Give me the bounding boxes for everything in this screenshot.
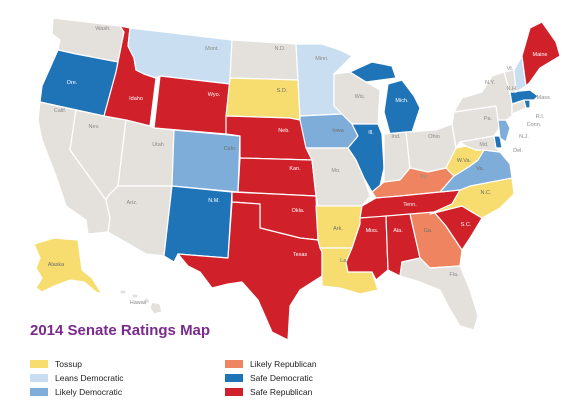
label-new-hampshire: N.H. <box>507 86 518 92</box>
state-new-mexico <box>163 185 233 263</box>
legend-label: Likely Republican <box>250 359 317 369</box>
state-kansas <box>237 157 317 197</box>
label-illinois: Ill. <box>368 130 374 136</box>
legend-swatch <box>225 388 243 396</box>
label-maine: Maine <box>533 52 548 58</box>
label-arizona: Ariz. <box>127 200 138 206</box>
map-title: 2014 Senate Ratings Map <box>30 322 211 339</box>
label-new-jersey: N.J. <box>519 134 529 140</box>
label-utah: Utah <box>152 142 164 148</box>
label-south-dakota: S.D. <box>277 88 288 94</box>
label-georgia: Ga. <box>424 228 433 234</box>
state-maine <box>521 21 561 87</box>
label-washington: Wash. <box>95 26 111 32</box>
label-alaska: Alaska <box>48 262 65 268</box>
state-colorado <box>171 129 241 193</box>
legend-swatch <box>30 374 48 382</box>
states-layer <box>33 17 561 341</box>
legend-swatch <box>30 360 48 368</box>
label-oklahoma: Okla. <box>292 208 305 214</box>
label-wisconsin: Wis. <box>355 94 366 100</box>
label-virginia: Va. <box>476 166 484 172</box>
label-maryland: Md. <box>479 142 489 148</box>
state-hawaii <box>119 289 163 315</box>
legend-label: Leans Democratic <box>55 373 124 383</box>
state-labels: Wash. Ore. Calif. Nev. Idaho Mont. Wyo. … <box>48 26 552 306</box>
legend-label: Safe Republican <box>250 387 313 397</box>
label-texas: Texas <box>293 252 308 258</box>
label-minnesota: Minn. <box>315 56 329 62</box>
label-connecticut: Conn. <box>527 122 542 128</box>
state-alaska <box>33 237 103 295</box>
label-alabama: Ala. <box>393 228 403 234</box>
label-nevada: Nev. <box>89 124 100 130</box>
label-rhode-island: R.I. <box>536 114 545 120</box>
label-wyoming: Wyo. <box>208 92 221 98</box>
state-massachusetts <box>509 89 539 105</box>
label-colorado: Colo. <box>224 146 237 152</box>
state-delaware <box>493 135 503 149</box>
label-louisiana: La. <box>340 258 348 264</box>
label-montana: Mont. <box>205 46 219 52</box>
label-california: Calif. <box>54 108 67 114</box>
legend-swatch <box>30 388 48 396</box>
legend-item-likely-rep: Likely Republican <box>225 358 317 370</box>
label-oregon: Ore. <box>67 80 78 86</box>
legend-item-safe-dem: Safe Democratic <box>225 372 313 384</box>
state-wyoming <box>153 75 231 135</box>
label-missouri: Mo. <box>331 168 341 174</box>
state-north-carolina <box>429 177 515 219</box>
label-hawaii: Hawaii <box>130 300 147 306</box>
label-iowa: Iowa <box>332 128 345 134</box>
state-texas <box>177 201 323 341</box>
label-kentucky: Ky. <box>420 174 428 180</box>
label-florida: Fla. <box>449 272 459 278</box>
label-tennessee: Tenn. <box>403 202 417 208</box>
label-west-virginia: W.Va. <box>457 158 472 164</box>
state-north-dakota <box>229 39 299 81</box>
legend-item-likely-dem: Likely Democratic <box>30 386 122 398</box>
legend-item-safe-rep: Safe Republican <box>225 386 312 398</box>
label-michigan: Mich. <box>395 98 409 104</box>
legend: Tossup Leans Democratic Likely Democrati… <box>30 358 350 406</box>
state-arizona <box>105 185 173 257</box>
label-idaho: Idaho <box>129 96 143 102</box>
label-ohio: Ohio <box>428 134 440 140</box>
label-mississippi: Miss. <box>366 228 379 234</box>
legend-item-leans-dem: Leans Democratic <box>30 372 124 384</box>
label-north-carolina: N.C. <box>481 190 492 196</box>
label-arkansas: Ark. <box>333 226 343 232</box>
label-delaware: Del. <box>513 148 523 154</box>
label-pennsylvania: Pa. <box>484 116 493 122</box>
state-florida <box>399 257 479 331</box>
label-nebraska: Neb. <box>278 128 290 134</box>
label-vermont: Vt. <box>507 66 514 72</box>
legend-label: Likely Democratic <box>55 387 123 397</box>
label-massachusetts: Mass. <box>537 95 552 101</box>
legend-item-tossup: Tossup <box>30 358 82 370</box>
state-south-dakota <box>225 77 301 121</box>
state-michigan <box>349 61 421 135</box>
legend-swatch <box>225 374 243 382</box>
label-south-carolina: S.C. <box>461 222 472 228</box>
label-new-york: N.Y. <box>485 80 495 86</box>
label-indiana: Ind. <box>391 134 401 140</box>
legend-label: Safe Democratic <box>250 373 313 383</box>
legend-label: Tossup <box>55 359 82 369</box>
state-utah <box>117 119 175 187</box>
label-new-mexico: N.M. <box>208 198 220 204</box>
label-kansas: Kan. <box>289 166 301 172</box>
label-north-dakota: N.D. <box>275 46 286 52</box>
legend-swatch <box>225 360 243 368</box>
